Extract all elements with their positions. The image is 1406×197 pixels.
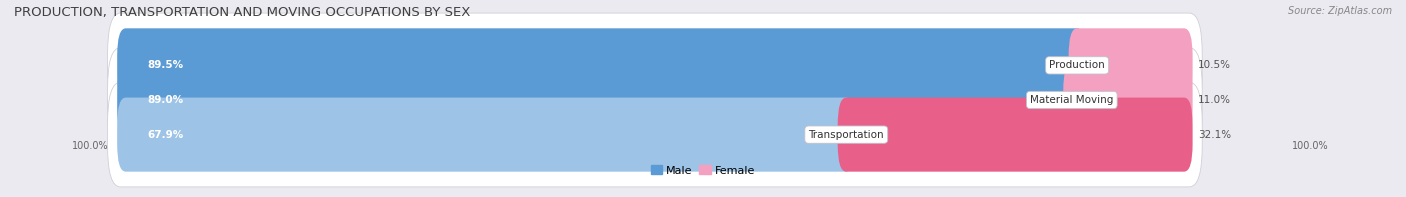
FancyBboxPatch shape bbox=[107, 82, 1202, 187]
FancyBboxPatch shape bbox=[1069, 28, 1192, 102]
Text: Material Moving: Material Moving bbox=[1031, 95, 1114, 105]
Text: 32.1%: 32.1% bbox=[1198, 130, 1232, 140]
FancyBboxPatch shape bbox=[117, 28, 1085, 102]
Text: Production: Production bbox=[1049, 60, 1105, 70]
Text: 67.9%: 67.9% bbox=[148, 130, 183, 140]
FancyBboxPatch shape bbox=[117, 98, 855, 172]
Text: 11.0%: 11.0% bbox=[1198, 95, 1232, 105]
Text: 100.0%: 100.0% bbox=[1292, 141, 1329, 151]
FancyBboxPatch shape bbox=[107, 48, 1202, 152]
FancyBboxPatch shape bbox=[107, 13, 1202, 118]
FancyBboxPatch shape bbox=[1063, 63, 1192, 137]
FancyBboxPatch shape bbox=[117, 63, 1080, 137]
FancyBboxPatch shape bbox=[838, 98, 1192, 172]
Text: Transportation: Transportation bbox=[808, 130, 884, 140]
Text: 10.5%: 10.5% bbox=[1198, 60, 1232, 70]
Legend: Male, Female: Male, Female bbox=[647, 161, 759, 180]
Text: PRODUCTION, TRANSPORTATION AND MOVING OCCUPATIONS BY SEX: PRODUCTION, TRANSPORTATION AND MOVING OC… bbox=[14, 6, 471, 19]
Text: 100.0%: 100.0% bbox=[72, 141, 108, 151]
Text: 89.0%: 89.0% bbox=[148, 95, 183, 105]
Text: Source: ZipAtlas.com: Source: ZipAtlas.com bbox=[1288, 6, 1392, 16]
Text: 89.5%: 89.5% bbox=[148, 60, 183, 70]
